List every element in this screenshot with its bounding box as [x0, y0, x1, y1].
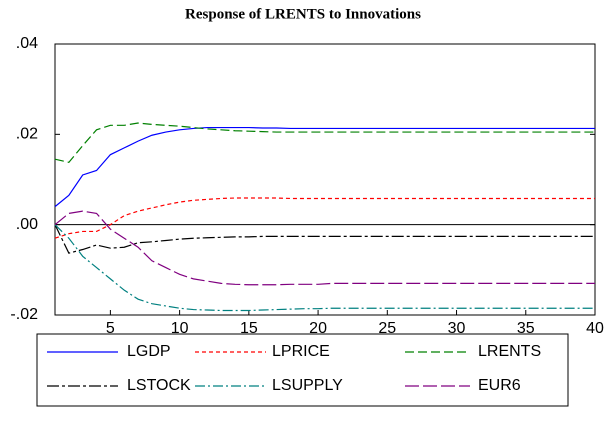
legend-label: LRENTS	[478, 343, 541, 360]
x-tick-label: 40	[586, 320, 604, 337]
x-tick-label: 15	[240, 320, 258, 337]
series-line	[54, 224, 595, 254]
y-tick-label: .00	[16, 216, 38, 233]
x-tick-label: 30	[448, 320, 466, 337]
legend-frame	[36, 333, 569, 407]
legend-label: LGDP	[127, 343, 171, 360]
y-tick-label: .04	[16, 35, 38, 52]
series-line	[54, 197, 595, 239]
plot-frame	[54, 43, 596, 316]
x-tick-label: 10	[171, 320, 189, 337]
y-tick-label: -.02	[10, 306, 38, 323]
series-line	[54, 224, 595, 312]
series-line	[54, 122, 595, 164]
legend-label: LSUPPLY	[272, 377, 343, 394]
chart-title: Response of LRENTS to Innovations	[185, 6, 421, 22]
y-tick-label: .02	[16, 126, 38, 143]
series-line	[54, 210, 595, 286]
x-tick-label: 20	[309, 320, 327, 337]
x-tick-label: 5	[106, 320, 115, 337]
series-line	[54, 126, 595, 208]
x-tick-label: 25	[378, 320, 396, 337]
x-tick-label: 35	[517, 320, 535, 337]
legend-label: LPRICE	[272, 343, 330, 360]
legend-label: EUR6	[478, 377, 521, 394]
legend-label: LSTOCK	[127, 377, 191, 394]
